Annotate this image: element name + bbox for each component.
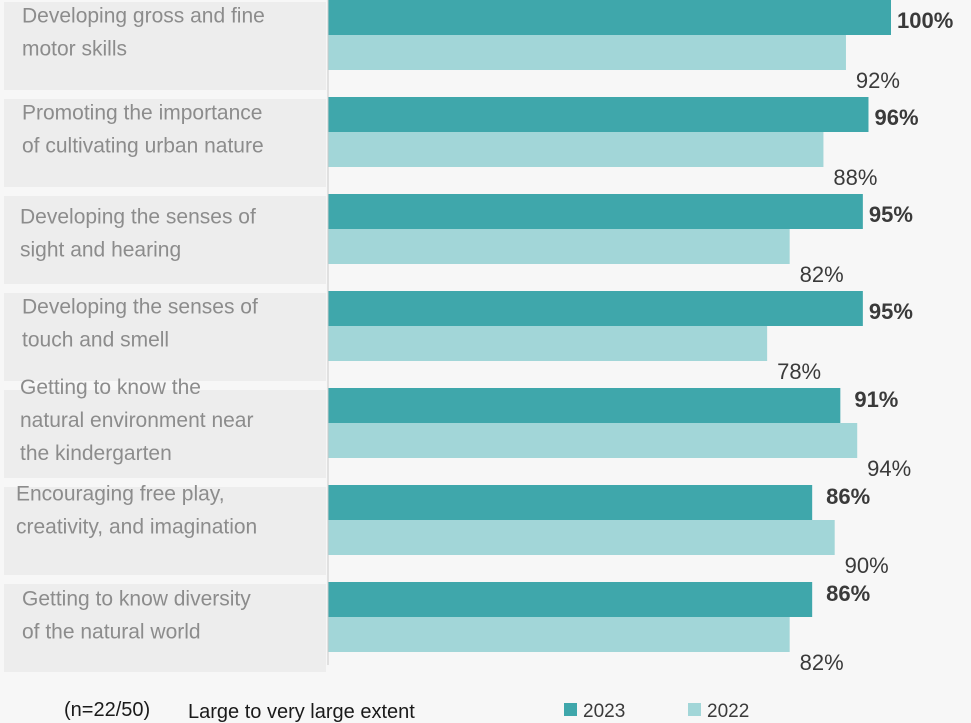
data-label-2023: 95% (869, 202, 913, 227)
data-label-2022: 88% (833, 165, 877, 190)
category-label: of the natural world (22, 621, 201, 644)
category-label: the kindergarten (20, 442, 172, 465)
legend-label-2023: 2023 (583, 701, 625, 722)
bar-2022 (328, 617, 790, 652)
data-label-2022: 82% (800, 650, 844, 675)
category-label: Developing the senses of (20, 206, 256, 229)
bar-2023 (328, 97, 869, 132)
bar-2023 (328, 582, 813, 617)
bar-2022 (328, 423, 858, 458)
category-labels: Developing gross and fine motor skills Pro… (16, 5, 265, 644)
bar-2022 (328, 35, 846, 70)
category-label: natural environment near (20, 409, 253, 432)
category-label: Promoting the importance (22, 102, 262, 125)
category-box (4, 99, 326, 187)
category-box (4, 487, 326, 575)
sample-size-note: (n=22/50) (64, 699, 150, 721)
bar-2022 (328, 132, 824, 167)
data-label-2023: 86% (826, 581, 870, 606)
category-box (4, 196, 326, 284)
category-label: sight and hearing (20, 239, 181, 262)
data-label-2022: 82% (800, 262, 844, 287)
data-label-2023: 91% (854, 387, 898, 412)
category-label: creativity, and imagination (16, 516, 257, 539)
bar-2023 (328, 291, 863, 326)
category-label: touch and smell (22, 329, 169, 352)
bars (328, 0, 891, 652)
bar-2022 (328, 229, 790, 264)
data-label-2022: 78% (777, 359, 821, 384)
footer: (n=22/50) Large to very large extent (64, 699, 415, 723)
measure-label: Large to very large extent (188, 701, 415, 723)
category-label: Developing gross and fine (22, 5, 265, 28)
category-label: of cultivating urban nature (22, 135, 264, 158)
category-label: motor skills (22, 38, 127, 61)
data-labels: 100% 96% 95% 95% 91% 86% 86% 92% 88% 82% 78% 94% 90%… (777, 8, 953, 675)
bar-2022 (328, 520, 835, 555)
bar-2023 (328, 485, 813, 520)
bar-2023 (328, 0, 891, 35)
data-label-2023: 95% (869, 299, 913, 324)
data-label-2023: 86% (826, 484, 870, 509)
legend-swatch-2022 (688, 703, 701, 716)
category-box (4, 584, 326, 672)
category-label: Developing the senses of (22, 296, 258, 319)
category-label: Encouraging free play, (16, 483, 225, 506)
data-label-2022: 90% (845, 553, 889, 578)
legend-swatch-2023 (564, 703, 577, 716)
bar-2023 (328, 388, 841, 423)
category-box (4, 293, 326, 381)
legend-label-2022: 2022 (707, 701, 749, 722)
bar-2022 (328, 326, 768, 361)
data-label-2022: 92% (856, 68, 900, 93)
category-label-boxes (4, 2, 326, 672)
category-label: Getting to know the (20, 376, 201, 399)
legend: 2023 2022 (564, 701, 749, 722)
category-box (4, 2, 326, 90)
bar-2023 (328, 194, 863, 229)
data-label-2023: 100% (897, 8, 953, 33)
data-label-2023: 96% (874, 105, 918, 130)
data-label-2022: 94% (867, 456, 911, 481)
category-label: Getting to know diversity (22, 588, 251, 611)
category-box (4, 390, 326, 478)
